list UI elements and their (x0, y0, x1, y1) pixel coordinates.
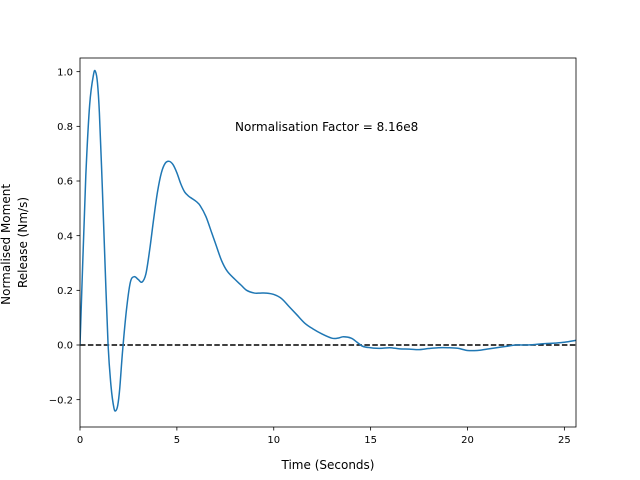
y-axis-label: Normalised Moment Release (Nm/s) (0, 180, 30, 305)
plot-contents (80, 69, 576, 412)
x-tick-label: 20 (461, 435, 474, 446)
y-tick-label: 0.8 (57, 122, 73, 133)
y-tick-label: −0.2 (49, 395, 73, 406)
normalisation-annotation: Normalisation Factor = 8.16e8 (235, 120, 418, 134)
y-tick-label: 1.0 (57, 67, 73, 78)
axes-frame (79, 57, 577, 428)
x-tick-label: 5 (174, 435, 180, 446)
y-tick-label: 0.0 (57, 341, 73, 352)
plot-area (80, 69, 576, 412)
y-axis-label-line-2: Release (Nm/s) (16, 197, 30, 288)
x-tick-label: 25 (558, 435, 571, 446)
y-tick-label: 0.4 (57, 231, 73, 242)
x-tick-label: 10 (267, 435, 280, 446)
axis-ticks: 0 5 10 15 20 25 −0.2 0.0 0.2 0.4 0.6 0.8 1.0 (49, 67, 571, 446)
series-line-0 (80, 69, 576, 412)
x-axis-label: Time (Seconds) (281, 458, 375, 472)
x-tick-label: 0 (77, 435, 83, 446)
y-tick-label: 0.6 (57, 177, 73, 188)
y-axis-label-line-1: Normalised Moment (0, 184, 13, 305)
y-tick-label: 0.2 (57, 286, 73, 297)
x-tick-label: 15 (364, 435, 377, 446)
